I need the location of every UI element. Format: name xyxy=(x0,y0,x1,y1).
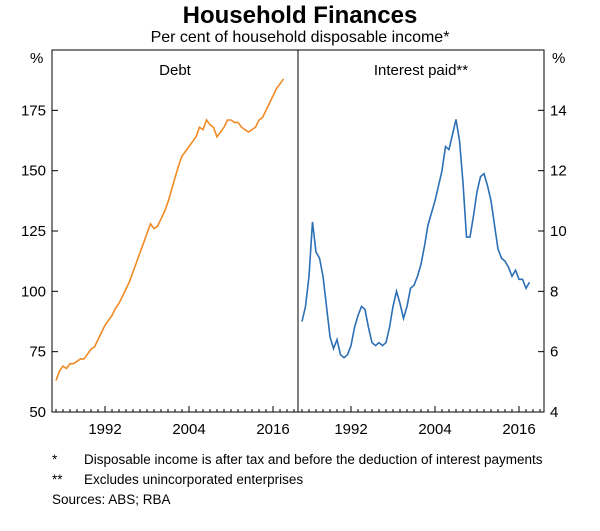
chart-area: Debt Interest paid** % % 50 75 100 125 150 17… xyxy=(21,49,567,438)
left-y-axis: 50 75 100 125 150 175 xyxy=(21,102,58,421)
footnote-2: ** Excludes unincorporated enterprises xyxy=(52,472,572,488)
interest-xtick-label: 2004 xyxy=(418,421,451,438)
footnote-2-text: Excludes unincorporated enterprises xyxy=(84,472,304,487)
interest-ytick-label: 4 xyxy=(550,404,558,421)
interest-ytick-label: 10 xyxy=(550,223,567,240)
right-y-axis: 4 6 8 10 12 14 xyxy=(538,102,567,421)
x-axis: 1992 2004 2016 1992 2004 2016 xyxy=(55,406,541,438)
debt-xtick-label: 1992 xyxy=(88,421,121,438)
left-axis-unit: % xyxy=(30,50,43,67)
debt-xtick-label: 2004 xyxy=(172,421,205,438)
chart-title: Household Finances xyxy=(182,2,418,29)
footnote-1-mark: * xyxy=(52,452,58,467)
debt-ytick-label: 175 xyxy=(21,102,46,119)
interest-ytick-label: 8 xyxy=(550,283,558,300)
footnote-2-mark: ** xyxy=(52,472,63,487)
interest-xtick-label: 2016 xyxy=(502,421,535,438)
sources-line: Sources: ABS; RBA xyxy=(52,492,171,507)
interest-xtick-label: 1992 xyxy=(334,421,367,438)
right-panel-title: Interest paid** xyxy=(374,62,468,79)
interest-ytick-label: 12 xyxy=(550,163,567,180)
debt-ytick-label: 100 xyxy=(21,283,46,300)
right-axis-unit: % xyxy=(552,50,565,67)
chart-subtitle: Per cent of household disposable income* xyxy=(150,29,450,46)
interest-ytick-label: 14 xyxy=(550,102,567,119)
debt-ytick-label: 75 xyxy=(29,344,46,361)
footnote-1-text: Disposable income is after tax and befor… xyxy=(84,452,543,467)
interest-series-line xyxy=(301,119,531,359)
left-panel-title: Debt xyxy=(159,62,192,79)
debt-ytick-label: 50 xyxy=(29,404,46,421)
debt-ytick-label: 125 xyxy=(21,223,46,240)
footnote-1: * Disposable income is after tax and bef… xyxy=(52,452,572,468)
debt-xtick-label: 2016 xyxy=(256,421,289,438)
debt-series-line xyxy=(55,78,285,381)
debt-ytick-label: 150 xyxy=(21,163,46,180)
interest-ytick-label: 6 xyxy=(550,344,558,361)
footnotes: * Disposable income is after tax and bef… xyxy=(52,452,572,508)
